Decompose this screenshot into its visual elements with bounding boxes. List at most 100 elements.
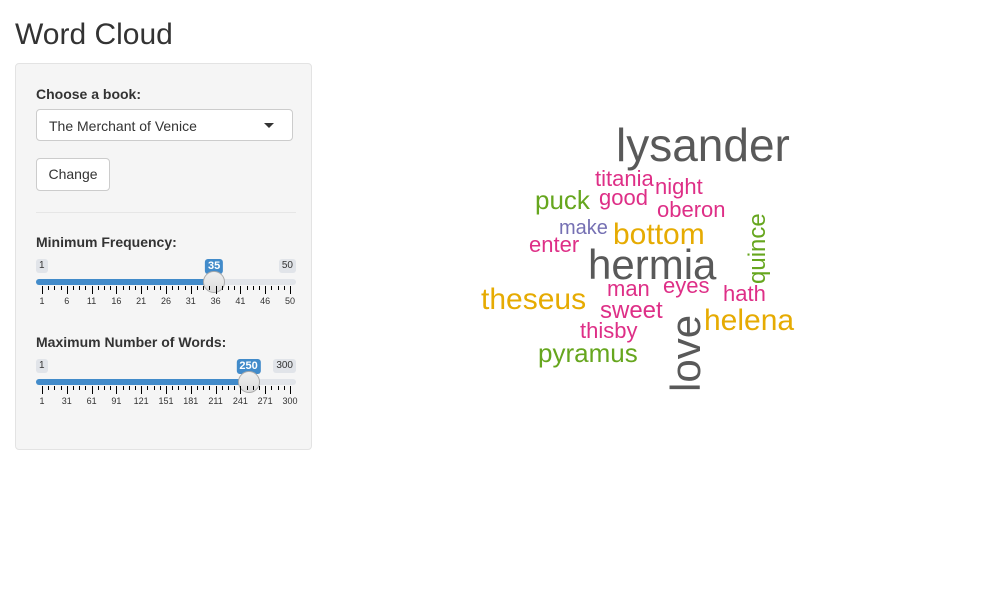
- slider-tick: [166, 386, 167, 394]
- slider-tick: [259, 286, 260, 290]
- slider-tick: [48, 386, 50, 390]
- slider-tick: [54, 386, 56, 390]
- slider-max-label: 50: [278, 259, 296, 273]
- max-words-slider[interactable]: 1 300 250 1 31 61 91 121 151 181 211 241 271 300: [36, 359, 298, 419]
- word-oberon: oberon: [657, 197, 726, 222]
- slider-tick: [91, 386, 93, 394]
- word-lysander: lysander: [616, 119, 790, 171]
- slider-fill: [36, 379, 249, 385]
- slider-tick: [141, 286, 143, 294]
- max-words-label: Maximum Number of Words:: [36, 334, 227, 350]
- slider-tick: [79, 286, 81, 290]
- slider-tick: [234, 286, 236, 290]
- slider-handle[interactable]: [203, 271, 226, 293]
- chevron-down-icon: [264, 123, 274, 128]
- slider-tick: [166, 286, 167, 294]
- book-select-label: Choose a book:: [36, 86, 142, 102]
- slider-tick: [184, 286, 186, 290]
- slider-tick: [240, 386, 242, 394]
- slider-tick: [277, 386, 279, 390]
- slider-min-label: 1: [36, 259, 48, 273]
- slider-tick-label: 36: [210, 296, 221, 306]
- slider-tick: [42, 286, 43, 294]
- slider-tick: [234, 386, 236, 390]
- slider-tick: [215, 286, 217, 294]
- slider-tick: [66, 386, 68, 394]
- slider-tick: [221, 286, 223, 290]
- slider-tick-label: 91: [111, 396, 122, 406]
- slider-tick: [153, 386, 155, 390]
- word-man: man: [607, 276, 650, 301]
- word-thisby: thisby: [580, 318, 638, 343]
- slider-tick-label: 1: [39, 296, 45, 306]
- slider-tick: [122, 286, 124, 290]
- slider-tick: [252, 286, 254, 290]
- slider-tick: [277, 286, 279, 290]
- slider-tick: [240, 286, 242, 294]
- slider-tick: [85, 286, 87, 290]
- slider-tick-label: 41: [235, 296, 246, 306]
- slider-tick: [265, 286, 267, 294]
- slider-tick-label: 50: [284, 296, 296, 306]
- word-quince: quince: [744, 213, 771, 284]
- slider-tick-label: 211: [208, 396, 223, 406]
- slider-tick-label: 21: [136, 296, 147, 306]
- slider-tick: [159, 386, 161, 390]
- word-theseus: theseus: [481, 283, 587, 316]
- word-hath: hath: [723, 281, 766, 306]
- slider-tick-label: 46: [260, 296, 271, 306]
- slider-tick: [153, 286, 155, 290]
- word-night: night: [655, 174, 703, 199]
- slider-tick-label: 61: [86, 396, 97, 406]
- slider-tick: [172, 386, 174, 390]
- slider-tick: [60, 286, 62, 290]
- slider-track[interactable]: [36, 279, 296, 285]
- slider-tick: [252, 386, 254, 390]
- word-helena: helena: [704, 304, 795, 337]
- slider-tick: [246, 286, 248, 290]
- slider-tick: [54, 286, 56, 290]
- slider-handle[interactable]: [237, 371, 260, 393]
- slider-tick: [271, 386, 273, 390]
- book-select[interactable]: The Merchant of Venice: [36, 109, 293, 141]
- slider-tick: [190, 386, 192, 394]
- word-love: love: [662, 314, 709, 392]
- slider-max-label: 300: [273, 359, 296, 373]
- slider-tick-label: 300: [282, 396, 298, 406]
- slider-tick: [209, 386, 211, 390]
- slider-tick: [203, 386, 205, 390]
- slider-tick: [259, 386, 260, 390]
- slider-tick: [246, 386, 248, 390]
- word-sweet: sweet: [600, 297, 663, 324]
- slider-tick: [228, 386, 229, 390]
- slider-tick: [290, 386, 291, 394]
- slider-tick: [91, 286, 93, 294]
- slider-track[interactable]: [36, 379, 296, 385]
- page-title: Word Cloud: [15, 18, 173, 51]
- slider-tick-label: 121: [133, 396, 149, 406]
- slider-tick: [116, 386, 118, 394]
- min-frequency-label: Minimum Frequency:: [36, 234, 177, 250]
- change-button[interactable]: Change: [36, 158, 110, 191]
- slider-tick: [104, 286, 105, 290]
- slider-tick: [172, 286, 174, 290]
- slider-tick: [290, 286, 291, 294]
- slider-tick: [85, 386, 87, 390]
- slider-tick: [178, 286, 180, 290]
- slider-tick: [73, 386, 74, 390]
- slider-tick-label: 271: [257, 396, 273, 406]
- min-frequency-slider[interactable]: 1 50 35 1 6 11 16 21 26 31 36 41 46 50: [36, 259, 296, 319]
- slider-tick-label: 6: [64, 296, 70, 306]
- slider-tick: [60, 386, 62, 390]
- slider-tick: [228, 286, 229, 290]
- slider-fill: [36, 279, 215, 285]
- slider-tick: [159, 286, 161, 290]
- slider-tick-label: 1: [39, 396, 45, 406]
- slider-tick: [197, 386, 198, 390]
- slider-tick: [135, 386, 136, 390]
- word-titania: titania: [595, 166, 654, 191]
- slider-tick: [215, 386, 217, 394]
- book-select-value: The Merchant of Venice: [49, 118, 197, 134]
- word-pyramus: pyramus: [538, 338, 638, 368]
- slider-tick: [104, 386, 105, 390]
